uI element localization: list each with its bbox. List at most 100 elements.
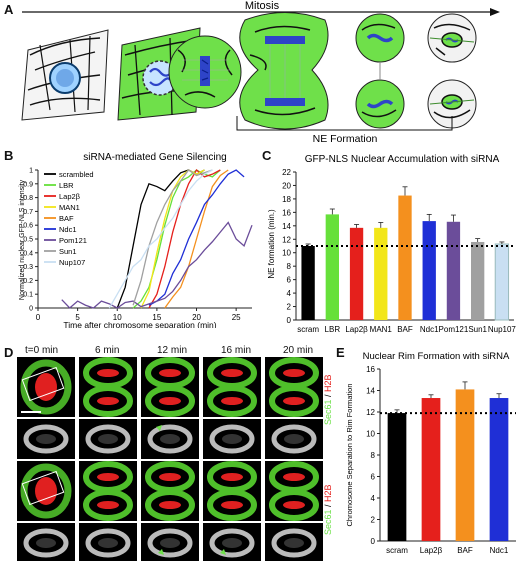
chart-c-ytick-label: 20	[282, 181, 291, 190]
chromatin-bottom	[221, 501, 243, 509]
chart-e-ytick-label: 4	[371, 494, 376, 503]
chart-b-ytick-label: 1	[29, 168, 33, 175]
chart-c-bar-baf	[398, 195, 412, 320]
chart-b-ytick-label: 0.6	[23, 223, 33, 230]
chart-c-ytick-label: 6	[287, 276, 292, 285]
chart-e-ylabel: Chromosome Separation to Rim Formation	[345, 384, 354, 527]
panel-e-letter: E	[336, 345, 345, 360]
chart-c-category-label: Pom121	[439, 325, 469, 334]
chromatin-bottom	[97, 397, 119, 405]
rim-gray	[147, 528, 193, 558]
row-label-scram: Scram. siRNA	[4, 366, 14, 423]
chromatin-top	[97, 473, 119, 481]
zoom-box	[21, 470, 65, 506]
series-line-ndc1	[148, 169, 245, 306]
rim-gray	[23, 528, 69, 558]
legend-label-3: MAN1	[59, 203, 80, 212]
chart-b-ytick-label: 0.4	[23, 250, 33, 257]
cell-telophase	[355, 13, 405, 129]
chart-c-bar-man1	[374, 227, 388, 320]
legend-label-4: BAF	[59, 214, 74, 223]
rim-center	[160, 434, 180, 444]
chart-e-ytick-label: 2	[371, 516, 376, 525]
daughter-er-bottom	[83, 489, 133, 521]
micrograph-tile	[17, 357, 75, 417]
chart-c-category-label: Sun1	[468, 325, 487, 334]
micrograph-tile	[79, 357, 137, 417]
daughter-er-bottom	[269, 385, 319, 417]
zoom-box	[21, 366, 65, 402]
micrograph-tile	[141, 419, 199, 459]
chart-b-ytick-label: 0	[29, 306, 33, 313]
chromatin-top	[159, 473, 181, 481]
chart-e-ytick-label: 6	[371, 473, 376, 482]
time-label-12: 12 min	[157, 345, 188, 356]
chart-e-category-label: Ndc1	[490, 546, 509, 555]
stain-label-1-sec61: Sec61	[323, 399, 333, 425]
chart-b-ylabel: Normalized nuclear GFP-NLS intensity	[19, 179, 26, 300]
chart-c-ytick-label: 0	[287, 316, 292, 325]
rim-center	[36, 538, 56, 548]
chart-c-category-label: MAN1	[370, 325, 393, 334]
chart-c-category-label: LBR	[325, 325, 341, 334]
chromatin-top	[221, 369, 243, 377]
chart-e-category-label: BAF	[457, 546, 473, 555]
daughter-er-bottom	[207, 489, 257, 521]
mitosis-arrowhead	[490, 8, 500, 16]
ne-formation-label: NE Formation	[313, 133, 378, 145]
chart-c-bar-sun1	[471, 241, 485, 320]
micrograph-tile	[203, 461, 261, 521]
micrograph-tile	[141, 357, 199, 417]
panel-c-letter: C	[262, 148, 272, 163]
rim-gray	[85, 424, 131, 454]
micrograph-tile	[17, 461, 75, 521]
legend-label-5: Ndc1	[59, 225, 77, 234]
chart-e-ytick-label: 10	[366, 430, 375, 439]
chart-b-xtick-label: 20	[192, 313, 201, 322]
daughter-er-bottom	[269, 489, 319, 521]
arrowhead-marker	[156, 425, 162, 431]
chromatin-bottom	[221, 397, 243, 405]
panel-b-line-chart: siRNA-mediated Gene Silencing Time after…	[19, 152, 253, 328]
chart-c-ytick-label: 12	[282, 235, 291, 244]
chromatin-bottom	[283, 397, 305, 405]
series-line-scrambled	[116, 169, 205, 309]
legend-label-0: scrambled	[59, 170, 94, 179]
stain-label-2-h2b: H2B	[323, 484, 333, 502]
chart-c-bar-scram	[301, 246, 315, 320]
arrowhead-marker	[158, 549, 164, 555]
chart-e-ytick-label: 12	[366, 408, 375, 417]
chart-c-title: GFP-NLS Nuclear Accumulation with siRNA	[305, 154, 500, 165]
series-line-lap2	[148, 168, 221, 309]
chromatin-bottom	[159, 501, 181, 509]
legend-label-8: Nup107	[59, 258, 85, 267]
chart-c-ytick-label: 4	[287, 289, 292, 298]
ne-formation-bracket	[236, 116, 453, 131]
cell-metaphase	[168, 35, 242, 109]
chart-e-bar-baf	[455, 389, 475, 541]
chart-b-ytick-label: 0.9	[23, 181, 33, 188]
daughter-er-bottom	[145, 489, 195, 521]
rim-center	[222, 434, 242, 444]
rim-gray	[209, 528, 255, 558]
chromatin-top	[159, 369, 181, 377]
rim-gray	[209, 424, 255, 454]
rim-gray	[147, 424, 193, 454]
chart-c-category-label: Ndc1	[420, 325, 439, 334]
stain-label-1: Sec61 / H2B	[323, 374, 333, 425]
row-label-lap2b: Lap2β siRNA	[4, 479, 14, 533]
micrograph-tile	[79, 419, 137, 459]
stain-label-2: Sec61 / H2B	[323, 484, 333, 535]
time-label-0: t=0 min	[25, 345, 59, 356]
rim-center	[284, 434, 304, 444]
chart-b-xtick-label: 10	[113, 313, 122, 322]
panel-a-letter: A	[4, 2, 14, 17]
panel-c-bar-chart: GFP-NLS Nuclear Accumulation with siRNA …	[267, 154, 516, 334]
chromatin-top	[97, 369, 119, 377]
cell-interphase	[21, 29, 109, 121]
cell-cytokinesis	[427, 13, 477, 129]
chart-c-bar-pom121	[446, 221, 461, 320]
chart-b-ytick-label: 0.3	[23, 264, 33, 271]
rim-gray	[85, 528, 131, 558]
rim-center	[98, 434, 118, 444]
